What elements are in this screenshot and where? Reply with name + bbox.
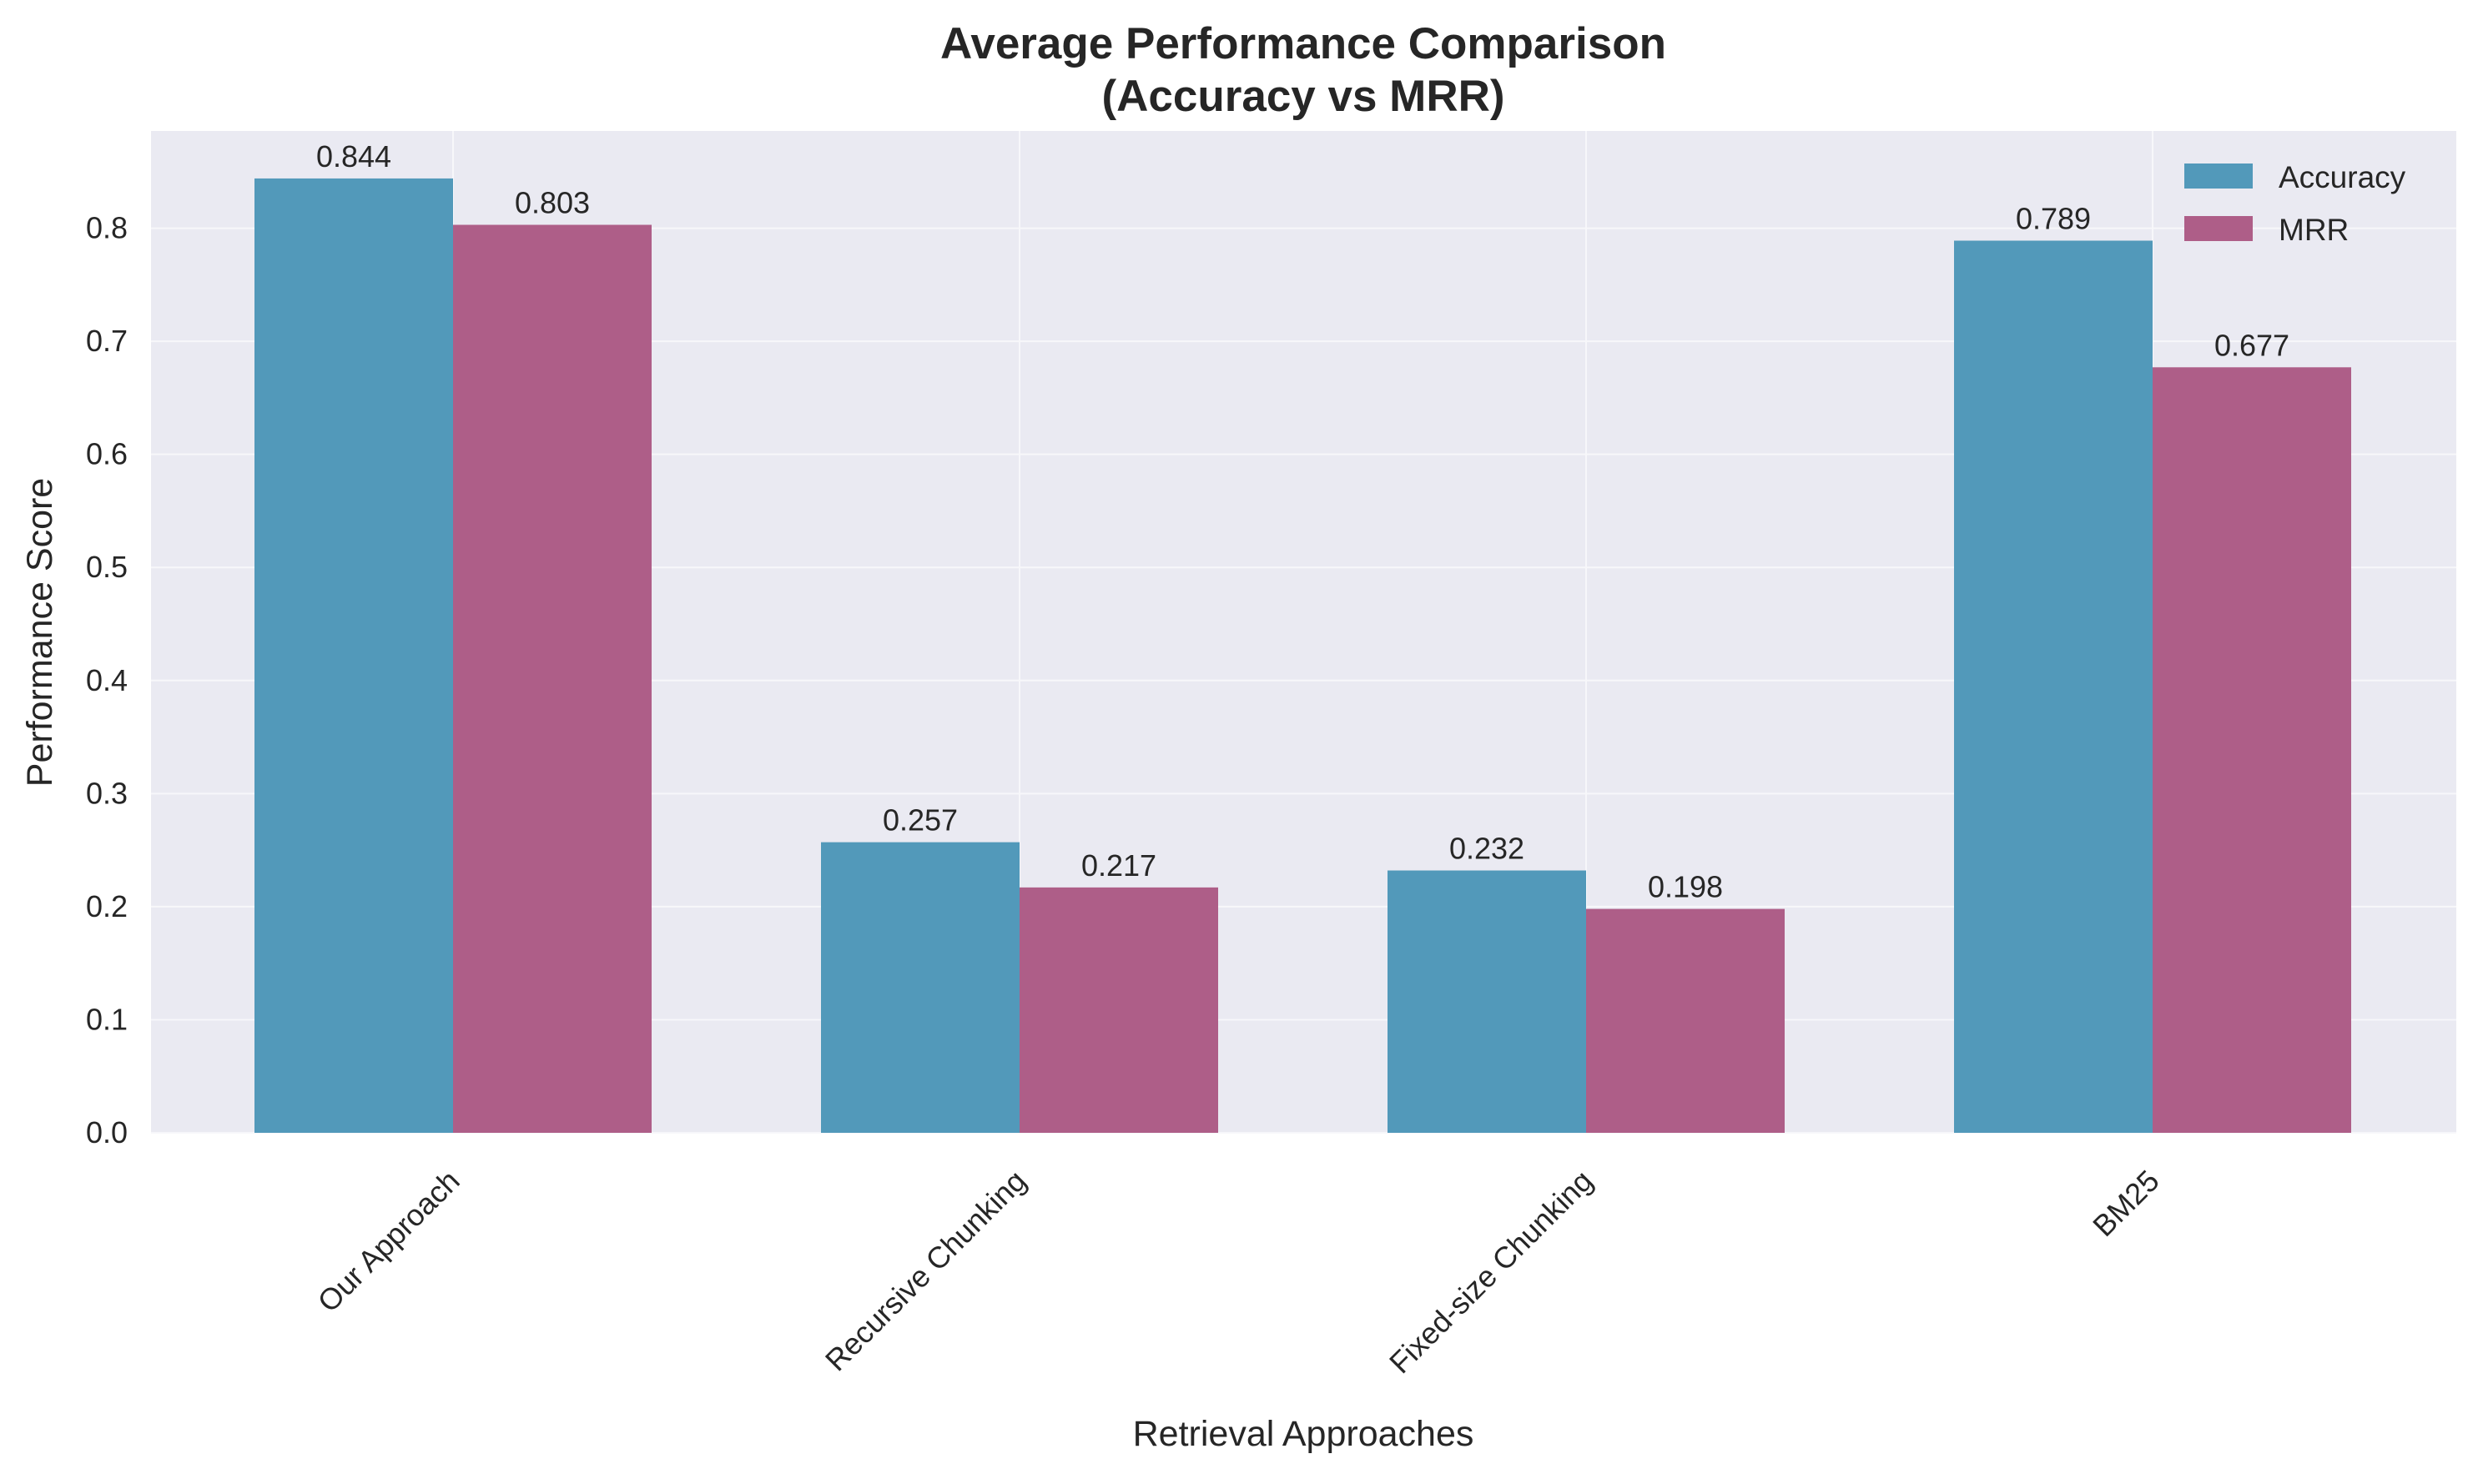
y-tick-label: 0.7 — [86, 324, 128, 358]
y-tick-label: 0.4 — [86, 663, 128, 697]
bar-accuracy — [1954, 240, 2153, 1133]
legend: Accuracy MRR — [2184, 160, 2406, 247]
x-axis-label: Retrieval Approaches — [1133, 1414, 1474, 1454]
bar-accuracy — [1388, 870, 1586, 1133]
value-label-mrr: 0.803 — [515, 186, 590, 220]
value-label-mrr: 0.217 — [1081, 848, 1156, 883]
bar-mrr — [1020, 887, 1218, 1133]
chart-subtitle: (Accuracy vs MRR) — [1101, 72, 1504, 121]
legend-label-mrr: MRR — [2279, 213, 2349, 247]
value-labels: 0.844 0.257 0.232 0.789 0.803 0.217 0.198 0.677 — [316, 139, 2289, 904]
value-label-mrr: 0.198 — [1648, 870, 1723, 904]
bar-mrr — [1586, 908, 1785, 1133]
bar-mrr — [453, 224, 652, 1133]
y-tick-label: 0.5 — [86, 550, 128, 584]
bar-accuracy — [254, 178, 453, 1134]
legend-swatch-mrr — [2184, 216, 2253, 241]
value-label-accuracy: 0.844 — [316, 139, 391, 174]
y-tick-label: 0.1 — [86, 1002, 128, 1036]
value-label-accuracy: 0.257 — [883, 803, 958, 838]
y-axis-ticks: 0.0 0.1 0.2 0.3 0.4 0.5 0.6 0.7 0.8 — [86, 211, 128, 1149]
value-label-accuracy: 0.789 — [2016, 201, 2091, 235]
y-axis-label: Performance Score — [20, 478, 60, 787]
bar-accuracy — [821, 842, 1020, 1133]
y-tick-label: 0.8 — [86, 211, 128, 245]
bar-mrr — [2153, 367, 2351, 1133]
y-tick-label: 0.0 — [86, 1115, 128, 1149]
y-tick-label: 0.3 — [86, 776, 128, 810]
value-label-accuracy: 0.232 — [1449, 832, 1524, 866]
chart-title: Average Performance Comparison — [940, 19, 1666, 68]
value-label-mrr: 0.677 — [2214, 328, 2289, 362]
y-tick-label: 0.6 — [86, 437, 128, 471]
legend-label-accuracy: Accuracy — [2279, 160, 2406, 194]
bars — [254, 178, 2351, 1134]
legend-swatch-accuracy — [2184, 163, 2253, 189]
y-tick-label: 0.2 — [86, 889, 128, 923]
